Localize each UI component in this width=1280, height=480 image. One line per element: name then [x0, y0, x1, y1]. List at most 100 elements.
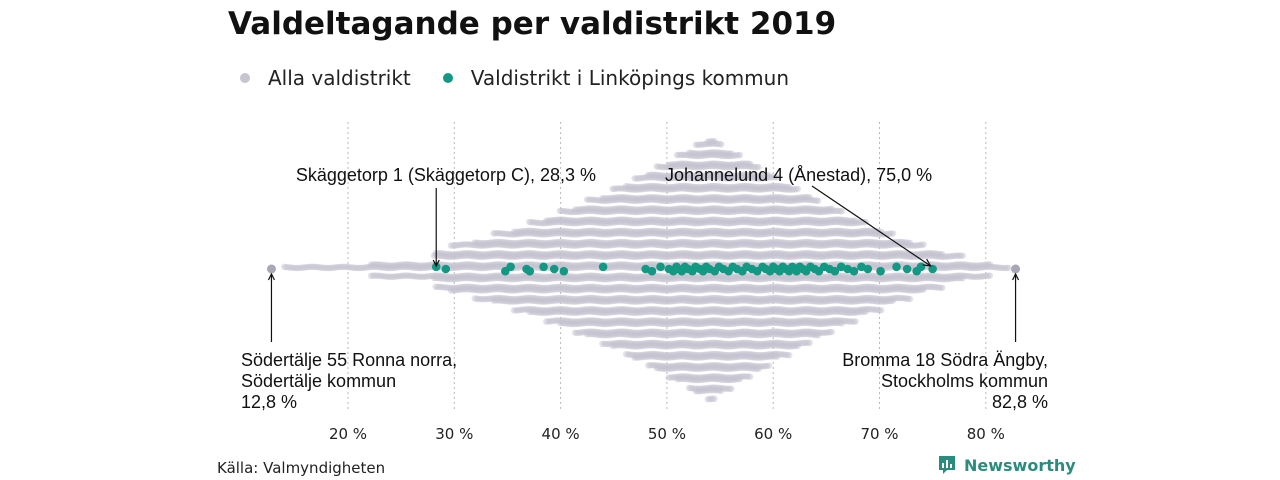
swarm-point — [374, 272, 381, 279]
swarm-point — [515, 306, 523, 314]
swarm-point — [505, 298, 512, 305]
swarm-point — [497, 272, 504, 279]
swarm-point — [376, 261, 383, 268]
swarm-point — [522, 294, 529, 302]
swarm-point — [525, 218, 533, 226]
swarm-point — [369, 263, 376, 271]
swarm-point — [510, 295, 518, 303]
swarm-point — [393, 262, 400, 269]
swarm-point — [495, 230, 502, 237]
swarm-point — [371, 261, 378, 268]
swarm-point — [442, 275, 449, 283]
swarm-point — [483, 242, 490, 249]
swarm-point — [338, 263, 346, 271]
swarm-point — [454, 262, 461, 269]
swarm-point — [485, 253, 492, 260]
swarm-point — [502, 295, 509, 302]
swarm-point — [403, 272, 410, 279]
swarm-point — [471, 284, 478, 291]
swarm-point — [474, 284, 482, 291]
swarm-point — [520, 286, 528, 293]
swarm-point — [291, 264, 298, 272]
swarm-point — [464, 250, 472, 257]
swarm-point — [478, 242, 485, 249]
swarm-point — [459, 286, 467, 293]
swarm-point — [417, 273, 424, 280]
swarm-point — [417, 262, 424, 269]
swarm-point — [476, 253, 484, 260]
swarm-point — [502, 239, 509, 246]
swarm-point — [461, 274, 468, 282]
swarm-point — [396, 263, 404, 271]
swarm-point — [471, 239, 478, 246]
swarm-point — [456, 252, 463, 260]
swarm-point — [522, 250, 529, 257]
swarm-point — [502, 253, 509, 260]
legend-swatch-all — [240, 73, 250, 83]
swarm-point — [493, 297, 501, 304]
swarm-point — [349, 264, 356, 271]
swarm-point — [495, 263, 502, 271]
swarm-point — [507, 242, 514, 249]
swarm-point — [437, 252, 444, 260]
swarm-point — [519, 228, 526, 235]
swarm-point — [525, 308, 533, 315]
swarm-point — [532, 239, 540, 246]
swarm-point — [451, 253, 458, 260]
swarm-point — [396, 272, 404, 280]
swarm-point — [524, 227, 531, 235]
swarm-point — [359, 264, 366, 272]
swarm-point — [481, 273, 489, 280]
swarm-point — [510, 239, 518, 247]
swarm-point — [490, 272, 497, 280]
swarm-point — [531, 241, 538, 249]
swarm-point — [451, 287, 458, 294]
swarm-point — [529, 308, 536, 316]
swarm-point — [473, 250, 480, 258]
swarm-point — [439, 252, 446, 260]
swarm-point — [287, 264, 295, 271]
swarm-point — [463, 272, 470, 279]
swarm-point — [476, 264, 484, 272]
swarm-point — [473, 275, 480, 283]
swarm-point — [483, 284, 490, 292]
swarm-point — [498, 286, 506, 293]
swarm-point — [503, 286, 511, 294]
swarm-point — [510, 284, 518, 292]
swarm-point — [525, 294, 533, 302]
swarm-point — [488, 286, 495, 293]
swarm-point — [517, 230, 524, 237]
swarm-point — [481, 239, 489, 247]
swarm-point — [500, 297, 507, 305]
chart-legend: Alla valdistrikt Valdistrikt i Linköping… — [240, 66, 821, 90]
swarm-point — [508, 231, 516, 238]
swarm-point — [490, 250, 497, 257]
swarm-point — [480, 251, 487, 258]
swarm-point — [527, 250, 535, 257]
swarm-point — [495, 241, 502, 248]
swarm-point — [398, 272, 405, 280]
swarm-point — [498, 297, 506, 304]
swarm-point — [510, 273, 518, 280]
swarm-point — [519, 239, 526, 246]
swarm-point — [529, 261, 536, 268]
swarm-point — [508, 287, 516, 294]
swarm-point — [517, 297, 524, 305]
swarm-point — [531, 230, 538, 237]
swarm-point — [454, 253, 461, 260]
swarm-point — [394, 273, 402, 280]
swarm-point — [445, 251, 453, 258]
swarm-point — [367, 263, 375, 271]
swarm-point — [469, 241, 477, 249]
swarm-point — [500, 241, 507, 249]
swarm-point — [485, 264, 492, 271]
swarm-point — [493, 261, 501, 268]
swarm-point — [381, 264, 388, 271]
swarm-point — [478, 251, 485, 258]
swarm-point — [480, 264, 487, 272]
swarm-point — [461, 252, 468, 259]
swarm-point — [525, 306, 533, 313]
swarm-point — [510, 298, 518, 305]
swarm-point — [403, 263, 410, 271]
swarm-point — [519, 250, 526, 257]
